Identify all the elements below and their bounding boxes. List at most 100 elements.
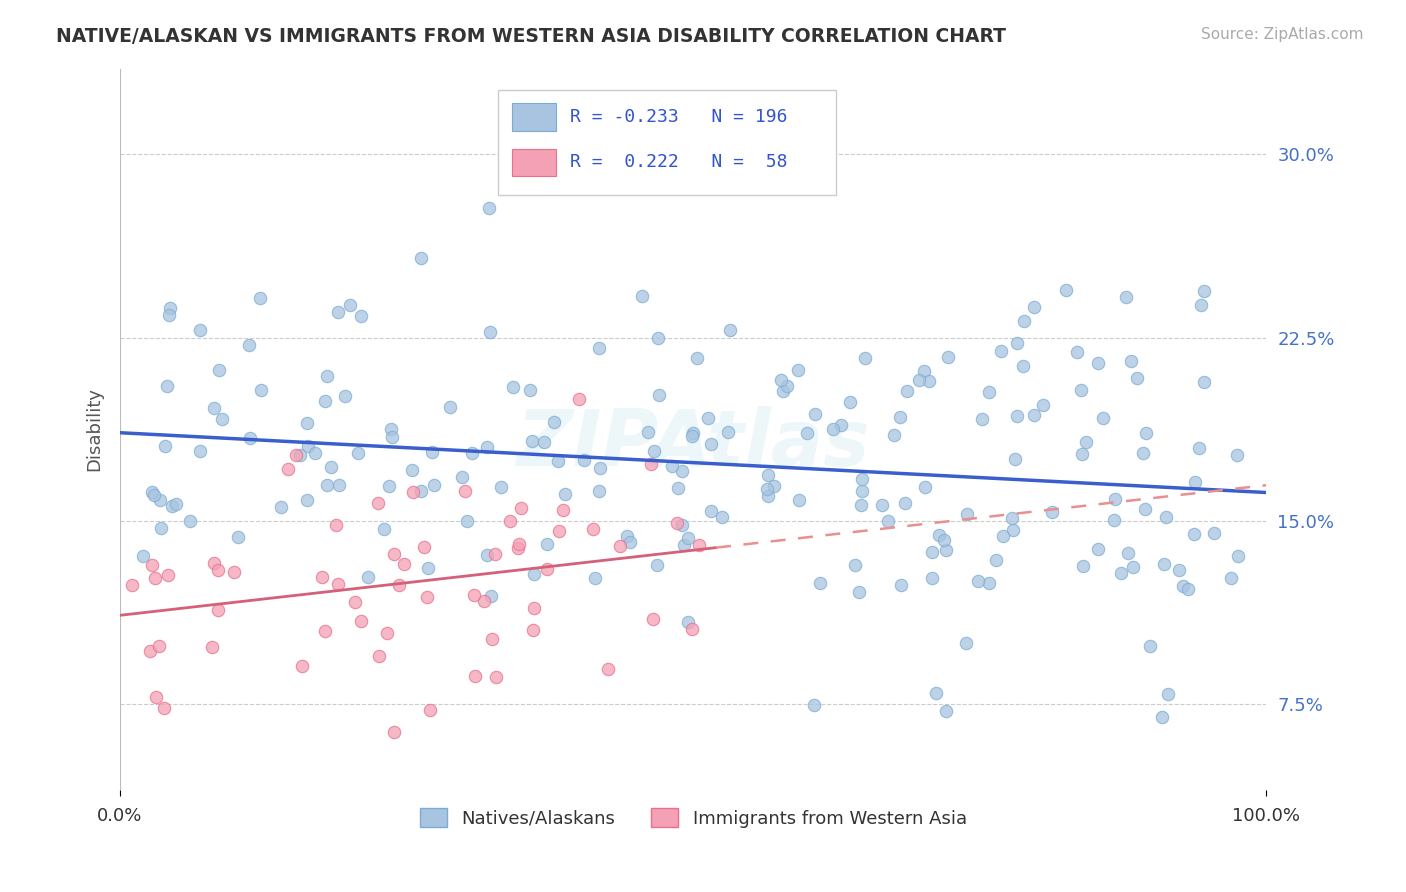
Point <box>295 492 318 507</box>
Y-axis label: Disability: Disability <box>86 387 103 471</box>
Point <box>796 425 818 440</box>
Point <box>1227 549 1250 564</box>
Point <box>314 394 336 409</box>
Point <box>583 572 606 586</box>
Point <box>921 571 943 585</box>
Point <box>344 595 367 609</box>
Legend: Natives/Alaskans, Immigrants from Western Asia: Natives/Alaskans, Immigrants from Wester… <box>412 801 974 835</box>
Point <box>671 463 693 477</box>
Point <box>347 445 370 459</box>
Point <box>139 643 162 657</box>
Point <box>316 478 339 492</box>
Point <box>681 623 703 637</box>
Point <box>415 590 437 604</box>
Point <box>326 305 349 319</box>
Point <box>489 480 512 494</box>
Point <box>1087 356 1109 370</box>
Point <box>647 331 669 345</box>
Point <box>821 422 844 436</box>
Point <box>477 201 499 215</box>
Point <box>853 351 876 366</box>
Point <box>686 351 709 365</box>
Point <box>666 516 689 531</box>
Point <box>1132 446 1154 460</box>
Point <box>681 429 703 443</box>
Point <box>522 600 544 615</box>
Point <box>894 496 917 510</box>
Point <box>547 453 569 467</box>
Point <box>208 363 231 377</box>
Point <box>419 703 441 717</box>
Point <box>479 589 502 603</box>
Point <box>121 578 143 592</box>
Point <box>956 507 979 521</box>
Point <box>772 384 794 398</box>
Point <box>477 440 499 454</box>
Point <box>319 460 342 475</box>
Point <box>935 704 957 718</box>
Point <box>250 383 273 397</box>
Point <box>502 380 524 394</box>
Point <box>588 483 610 498</box>
Point <box>311 570 333 584</box>
Point <box>328 577 350 591</box>
Point <box>769 373 792 387</box>
Point <box>935 543 957 558</box>
Point <box>485 670 508 684</box>
Point <box>420 445 443 459</box>
Point <box>936 350 959 364</box>
Text: R =  0.222   N =  58: R = 0.222 N = 58 <box>571 153 787 171</box>
Point <box>475 548 498 562</box>
Point <box>1153 557 1175 571</box>
Point <box>239 431 262 445</box>
Point <box>896 384 918 399</box>
Point <box>548 524 571 538</box>
Point <box>1168 563 1191 577</box>
Point <box>1133 502 1156 516</box>
Point <box>572 452 595 467</box>
Point <box>1104 491 1126 506</box>
Point <box>977 576 1000 591</box>
Point <box>711 509 734 524</box>
Point <box>912 364 935 378</box>
Point <box>394 558 416 572</box>
Point <box>150 521 173 535</box>
Point <box>1182 527 1205 541</box>
Point <box>357 570 380 584</box>
Point <box>464 668 486 682</box>
Point <box>1054 283 1077 297</box>
Point <box>1126 371 1149 385</box>
Point <box>226 529 249 543</box>
Point <box>648 388 671 402</box>
Point <box>472 594 495 608</box>
Point <box>984 553 1007 567</box>
Point <box>718 323 741 337</box>
Point <box>1040 505 1063 519</box>
Point <box>803 698 825 712</box>
Point <box>640 457 662 471</box>
Point <box>990 343 1012 358</box>
Point <box>367 648 389 663</box>
Point <box>148 493 170 508</box>
Point <box>373 522 395 536</box>
Point <box>1071 559 1094 574</box>
Bar <box>512 103 555 130</box>
Point <box>1022 300 1045 314</box>
Point <box>1189 298 1212 312</box>
Point <box>378 479 401 493</box>
Point <box>1102 513 1125 527</box>
Point <box>787 363 810 377</box>
Point <box>1024 409 1046 423</box>
Point <box>1004 452 1026 467</box>
Point <box>454 483 477 498</box>
Point <box>439 400 461 414</box>
Point <box>1066 344 1088 359</box>
Point <box>1122 560 1144 574</box>
Point <box>381 430 404 444</box>
Point <box>350 614 373 628</box>
Point <box>202 556 225 570</box>
Bar <box>512 149 555 176</box>
Point <box>328 478 350 492</box>
Point <box>156 568 179 582</box>
Point <box>889 409 911 424</box>
